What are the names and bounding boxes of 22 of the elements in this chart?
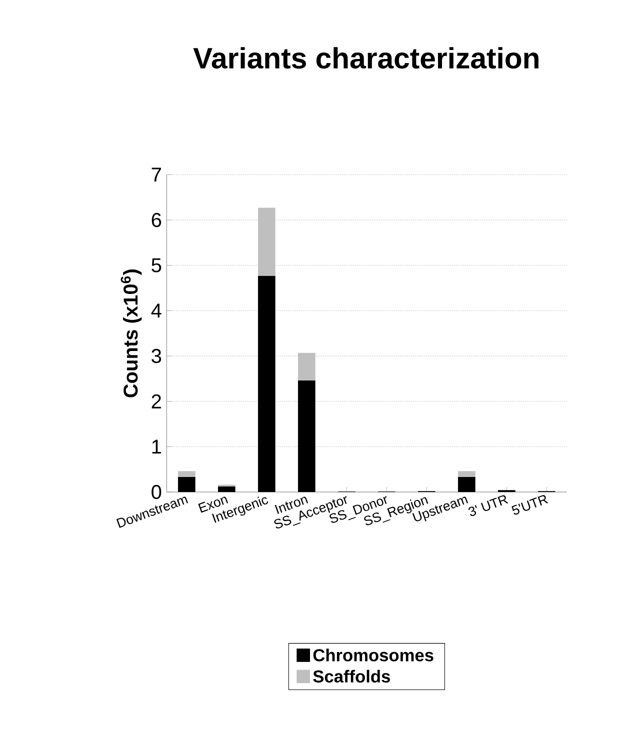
chart-title: Variants characterization	[193, 47, 538, 69]
bar	[258, 276, 276, 492]
bar	[298, 352, 316, 380]
bar	[458, 471, 476, 478]
bar	[298, 380, 316, 492]
y-axis-title: Counts (x10$^{6}$)	[120, 270, 142, 398]
y-tick-label: 7	[152, 168, 161, 182]
bar	[458, 477, 476, 492]
y-tick-label: 6	[152, 212, 162, 228]
bar	[178, 471, 196, 478]
y-tick-label: 1	[152, 440, 161, 454]
legend-label: Scaffolds	[313, 670, 390, 683]
y-tick-label: 5	[152, 258, 162, 272]
y-tick-label: 3	[152, 348, 162, 364]
legend-label: Chromosomes	[313, 648, 434, 662]
x-tick-label: 5'UTR	[512, 495, 548, 515]
bar	[218, 486, 236, 492]
x-tick-label: 3' UTR	[468, 495, 508, 516]
y-tick-label: 4	[151, 304, 162, 318]
y-tick-label: 2	[152, 394, 161, 408]
bar	[258, 208, 276, 276]
bar	[178, 477, 196, 492]
